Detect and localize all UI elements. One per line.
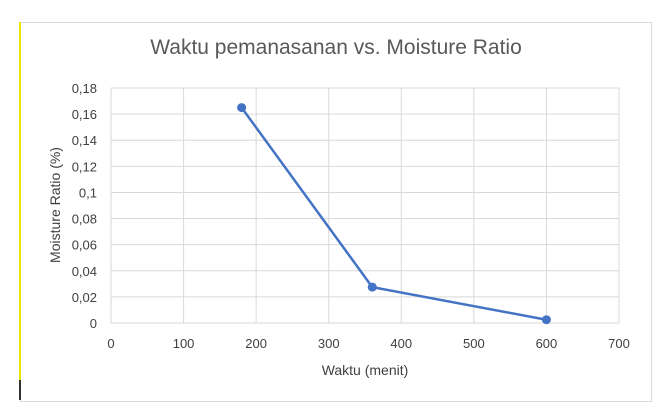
chart-title: Waktu pemanasanan vs. Moisture Ratio (150, 36, 522, 59)
x-tick-label: 600 (536, 336, 558, 351)
data-point (367, 282, 377, 292)
x-tick-label: 700 (608, 336, 630, 351)
x-axis-title: Waktu (menit) (322, 362, 409, 378)
x-tick-label: 300 (318, 336, 340, 351)
left-edge-marker-dark (19, 380, 21, 400)
y-tick-label: 0 (90, 316, 97, 331)
y-tick-label: 0,14 (72, 133, 97, 148)
x-tick-label: 0 (107, 336, 114, 351)
data-point (541, 315, 551, 325)
y-tick-label: 0,12 (72, 159, 97, 174)
x-tick-label: 100 (173, 336, 195, 351)
y-tick-label: 0,02 (72, 290, 97, 305)
y-tick-label: 0,1 (79, 185, 97, 200)
x-tick-label: 200 (245, 336, 267, 351)
y-axis-title: Moisture Ratio (%) (47, 147, 63, 263)
x-tick-label: 500 (463, 336, 485, 351)
y-tick-label: 0,04 (72, 264, 97, 279)
x-tick-label: 400 (390, 336, 412, 351)
y-tick-label: 0,06 (72, 238, 97, 253)
left-edge-marker (19, 22, 21, 400)
y-tick-label: 0,18 (72, 81, 97, 96)
x-tick-labels: 0 100 200 300 400 500 600 700 (107, 336, 629, 351)
y-tick-labels: 0 0,02 0,04 0,06 0,08 0,1 0,12 0,14 0,16 0,18 (72, 81, 97, 331)
data-point (237, 103, 247, 113)
y-tick-label: 0,08 (72, 212, 97, 227)
gridlines (110, 87, 620, 324)
series-line (240, 106, 547, 321)
y-tick-label: 0,16 (72, 107, 97, 122)
series-layer (237, 103, 551, 325)
